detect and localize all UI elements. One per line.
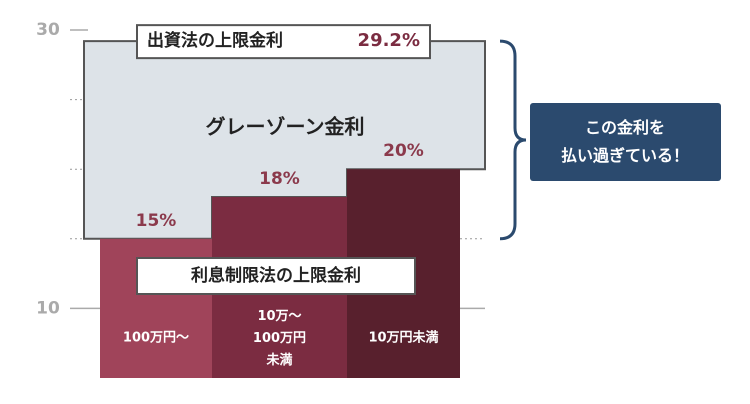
upper-limit-label: 出資法の上限金利 <box>147 30 283 51</box>
y-tick-label: 30 <box>36 20 60 40</box>
value-label: 15% <box>136 211 177 231</box>
callout-text: この金利を払い過ぎている！ <box>561 118 689 165</box>
y-tick-label: 10 <box>36 298 60 318</box>
value-label: 20% <box>383 141 424 161</box>
category-label: 100万円〜 <box>123 331 189 346</box>
category-label: 10万〜 100万円未満 <box>253 309 306 368</box>
lower-limit-label: 利息制限法の上限金利 <box>191 265 361 286</box>
zone-label: グレーゾーン金利 <box>206 115 365 139</box>
label-box <box>136 257 416 295</box>
label-box <box>136 24 431 60</box>
category-label: 10万円未満 <box>368 330 438 346</box>
bracket <box>499 39 527 241</box>
callout-box <box>530 103 721 181</box>
value-label: 18% <box>259 169 300 189</box>
upper-limit-value: 29.2% <box>358 30 420 51</box>
